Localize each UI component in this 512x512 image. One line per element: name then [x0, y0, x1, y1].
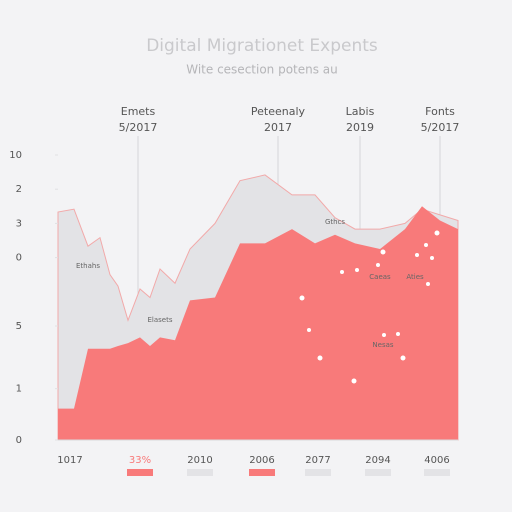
dot [355, 268, 359, 272]
dot [380, 249, 386, 255]
x-tick-swatch [305, 469, 331, 476]
dot [434, 230, 440, 236]
reference-date: 5/2017 [421, 121, 460, 134]
x-tick-swatch [365, 469, 391, 476]
y-tick-label: 0 [16, 435, 22, 446]
dot [299, 295, 305, 301]
dot [424, 243, 428, 247]
x-tick-swatch [249, 469, 275, 476]
dot [307, 328, 311, 332]
dot [382, 333, 386, 337]
y-tick-label: 5 [16, 321, 22, 332]
dot [396, 332, 400, 336]
reference-label: Peteenaly [251, 105, 306, 118]
y-tick-label: 0 [16, 253, 22, 264]
reference-label: Emets [121, 105, 156, 118]
y-tick-label: 2 [16, 184, 22, 195]
dot [426, 282, 430, 286]
x-tick-label: 2077 [305, 455, 330, 466]
annotation: Caeas [369, 273, 391, 281]
x-tick-label: 2006 [249, 455, 274, 466]
dot [400, 355, 406, 361]
reference-label: Fonts [425, 105, 455, 118]
chart-title: Digital Migrationet Expents [146, 36, 378, 56]
annotation: Elasets [147, 316, 172, 324]
dot [340, 270, 344, 274]
dot [415, 253, 419, 257]
reference-date: 2019 [346, 121, 374, 134]
reference-label: Labis [346, 105, 375, 118]
x-tick-label: 4006 [424, 455, 449, 466]
y-tick-label: 3 [16, 218, 22, 229]
dot [376, 263, 380, 267]
x-tick-label: 2010 [187, 455, 212, 466]
annotation: Gthcs [325, 218, 345, 226]
x-tick-label: 2094 [365, 455, 390, 466]
annotation: Aties [406, 273, 424, 281]
area-layer: Ethahs Elasets Gthcs Caeas Aties Nesas [57, 174, 459, 441]
annotation: Nesas [372, 341, 393, 349]
reference-date: 2017 [264, 121, 292, 134]
x-tick-swatch [127, 469, 153, 476]
x-tick-label: 33% [129, 455, 151, 466]
dot [317, 355, 323, 361]
area [58, 206, 458, 440]
x-tick-swatch [187, 469, 213, 476]
reference-date: 5/2017 [119, 121, 158, 134]
chart-subtitle: Wite cesection potens au [186, 63, 338, 77]
decor-dots [299, 230, 440, 384]
y-tick-label: 1 [16, 384, 22, 395]
annotation: Ethahs [76, 262, 100, 270]
y-tick-label: 10 [9, 150, 22, 161]
dot [430, 256, 434, 260]
x-tick-label: 1017 [57, 455, 82, 466]
dot [351, 378, 357, 384]
x-tick-swatch [424, 469, 450, 476]
